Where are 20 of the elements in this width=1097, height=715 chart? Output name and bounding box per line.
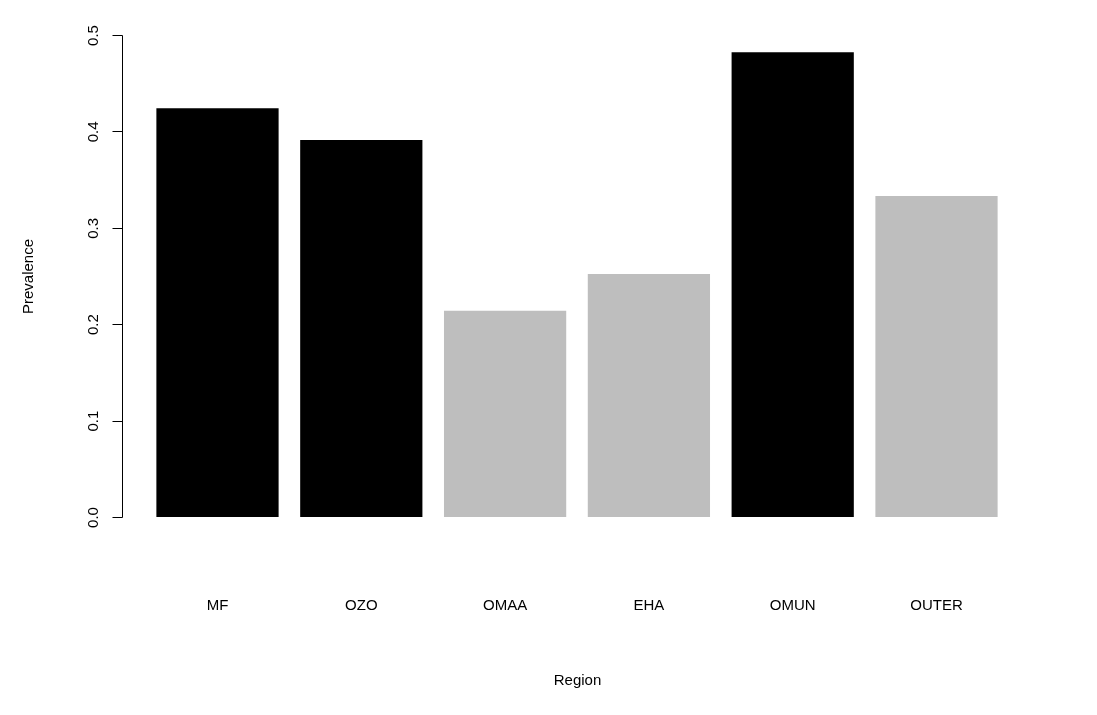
x-axis-title: Region (553, 670, 602, 688)
x-tick-label: OMAA (483, 595, 528, 613)
bar (300, 140, 423, 517)
x-tick-label: OMUN (769, 595, 816, 613)
bar (156, 108, 279, 517)
y-tick-label: 0.5 (83, 25, 101, 46)
y-axis-title: Prevalence (18, 238, 36, 315)
y-tick-label: 0.0 (83, 507, 101, 528)
bar (587, 274, 711, 517)
x-tick-label: EHA (633, 595, 665, 613)
bar (731, 52, 854, 517)
y-tick-label: 0.3 (83, 217, 101, 239)
x-tick-label: MF (206, 595, 229, 613)
y-tick-label: 0.4 (83, 121, 101, 143)
bar (443, 310, 567, 517)
x-tick-label: OZO (345, 595, 378, 613)
y-tick-label: 0.1 (83, 410, 101, 432)
y-tick-label: 0.2 (83, 314, 101, 336)
bar (875, 195, 998, 517)
x-tick-label: OUTER (910, 595, 963, 613)
